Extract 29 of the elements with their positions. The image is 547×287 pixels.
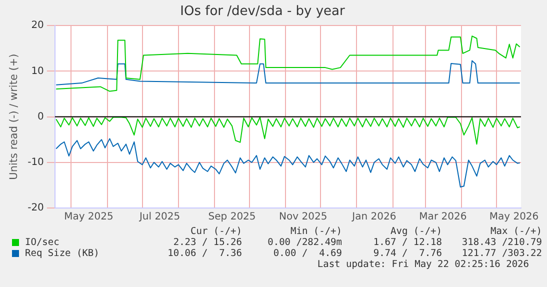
y-tick-label: -20 [28,202,44,214]
text: Min (-/+) [290,226,342,237]
y-axis-title: Units read (-) / write (+) [8,54,20,180]
text: Max (-/+) [490,226,542,237]
y-tick-label: -10 [28,156,44,168]
text: 2.23 / 15.26 [172,237,242,248]
text: 0.00 / 4.69 [272,248,342,259]
text: 9.74 / 7.76 [372,248,442,259]
text: 10.06 / 7.36 [166,248,242,259]
y-tick-label: 20 [31,20,44,32]
y-tick-label: 10 [31,66,44,77]
text: 318.43 /210.79 [460,237,542,248]
text: 0.00 /282.49m [266,237,342,248]
x-tick-label: May 2026 [489,212,539,223]
x-tick-label: Nov 2025 [279,212,328,223]
text: Cur (-/+) [190,226,242,237]
text: Last update: Fri May 22 02:25:16 2026 [316,259,530,270]
legend-label: IO/sec [25,237,60,248]
x-tick-label: May 2025 [64,212,114,223]
legend-label: Req Size (KB) [25,248,100,259]
text: Avg (-/+) [390,226,442,237]
chart-title: IOs for /dev/sda - by year [180,4,346,20]
text: 121.77 /303.22 [460,248,542,259]
x-tick-label: Mar 2026 [419,212,467,223]
text: 1.67 / 12.18 [372,237,442,248]
y-tick-label: 0 [38,111,44,122]
x-tick-label: Sep 2025 [208,212,256,223]
x-tick-label: Jan 2026 [351,212,396,223]
x-tick-label: Jul 2025 [138,212,180,223]
